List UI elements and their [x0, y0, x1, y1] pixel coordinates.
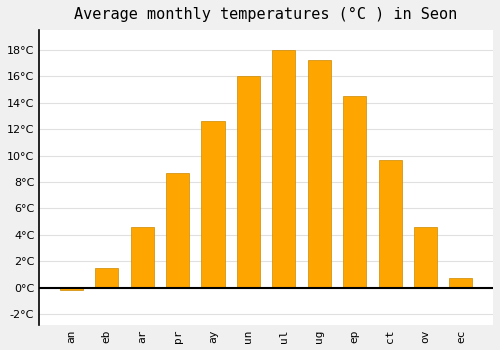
- Bar: [60, 288, 83, 290]
- Bar: [202, 121, 224, 288]
- Bar: [450, 279, 472, 288]
- Bar: [166, 173, 189, 288]
- Bar: [343, 96, 366, 288]
- Bar: [414, 227, 437, 288]
- Bar: [272, 50, 295, 288]
- Bar: [237, 76, 260, 288]
- Bar: [308, 61, 331, 288]
- Bar: [378, 160, 402, 288]
- Bar: [130, 227, 154, 288]
- Title: Average monthly temperatures (°C ) in Seon: Average monthly temperatures (°C ) in Se…: [74, 7, 458, 22]
- Bar: [95, 268, 118, 288]
